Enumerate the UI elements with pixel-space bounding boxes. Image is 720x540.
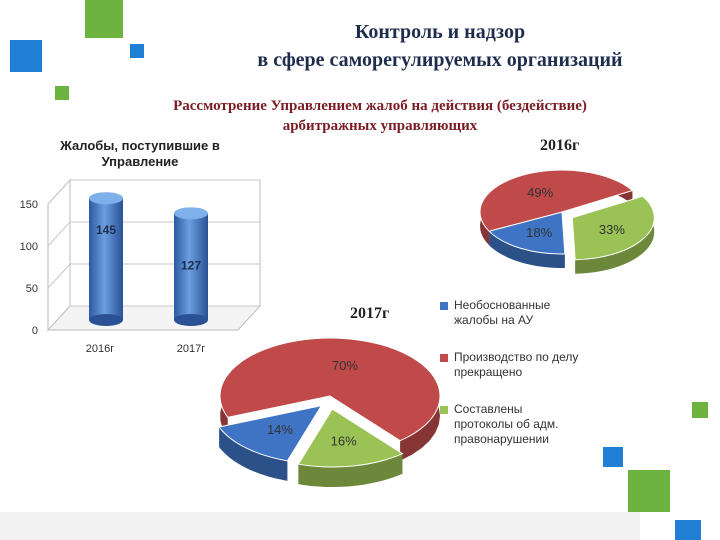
- bar-cap: [89, 192, 123, 205]
- legend-item: Составлены протоколы об адм. правонаруше…: [440, 402, 580, 447]
- page-subtitle: Рассмотрение Управлением жалоб на действ…: [110, 96, 650, 136]
- deco-square: [692, 402, 708, 418]
- pie-slice-label: 18%: [526, 225, 552, 240]
- deco-square: [675, 520, 701, 540]
- y-tick-label: 50: [26, 283, 38, 295]
- legend-item: Необоснованные жалобы на АУ: [440, 298, 580, 328]
- legend-swatch: [440, 302, 448, 310]
- pie-slice: [488, 211, 566, 255]
- legend-item: Производство по делу прекращено: [440, 350, 580, 380]
- pie-slice-side: [220, 338, 440, 461]
- pie-slice-side: [298, 453, 403, 488]
- pie-slice-label: 14%: [267, 422, 293, 437]
- deco-square: [10, 40, 42, 72]
- bar-cap: [174, 207, 208, 220]
- pie-legend: Необоснованные жалобы на АУ Производство…: [440, 298, 580, 469]
- pie-slice-side: [575, 196, 655, 274]
- bar: [89, 198, 123, 320]
- deco-square: [55, 86, 69, 100]
- title-line-1: Контроль и надзор: [354, 21, 526, 43]
- bar-base: [89, 314, 123, 326]
- bar-value-label: 145: [96, 223, 116, 237]
- bar-side-wall: [47, 178, 71, 332]
- bar-floor: [46, 305, 262, 331]
- deco-square: [85, 0, 123, 38]
- legend-label: Составлены протоколы об адм. правонаруше…: [454, 402, 559, 446]
- y-tick-label: 0: [32, 325, 38, 337]
- subtitle-line-2: арбитражных управляющих: [282, 118, 478, 134]
- pie-slice: [479, 169, 634, 232]
- title-line-2: в сфере саморегулируемых организаций: [257, 49, 623, 71]
- y-tick-label: 150: [20, 199, 38, 211]
- legend-swatch: [440, 406, 448, 414]
- legend-label: Производство по делу прекращено: [454, 350, 579, 379]
- pie-slice-label: 70%: [332, 358, 358, 373]
- bar: [174, 213, 208, 320]
- x-tick-label: 2017г: [177, 343, 205, 355]
- legend-swatch: [440, 354, 448, 362]
- page-title: Контроль и надзор в сфере саморегулируем…: [200, 18, 680, 74]
- bar-chart-title: Жалобы, поступившие в Управление: [60, 138, 220, 169]
- pie-slice-side: [489, 231, 565, 268]
- bar-base: [174, 314, 208, 326]
- deco-square: [0, 512, 640, 540]
- subtitle-line-1: Рассмотрение Управлением жалоб на действ…: [173, 98, 587, 114]
- pie-2017-title: 2017г: [350, 305, 390, 322]
- pie-slice-label: 33%: [599, 222, 625, 237]
- legend-label: Необоснованные жалобы на АУ: [454, 298, 551, 327]
- deco-square: [628, 470, 670, 512]
- pie-2016-title: 2016г: [540, 137, 580, 154]
- x-tick-label: 2016г: [86, 343, 114, 355]
- y-tick-label: 100: [20, 241, 38, 253]
- deco-square: [603, 447, 623, 467]
- pie-slice: [297, 408, 404, 468]
- pie-slice: [218, 404, 323, 462]
- pie-slice: [571, 195, 655, 261]
- bar-value-label: 127: [181, 258, 201, 272]
- pie-slice: [219, 337, 441, 442]
- pie-slice-label: 16%: [331, 433, 357, 448]
- pie-slice-side: [219, 427, 288, 481]
- pie-slice-label: 49%: [527, 185, 553, 200]
- bar-gridline: [47, 179, 260, 205]
- deco-square: [130, 44, 144, 58]
